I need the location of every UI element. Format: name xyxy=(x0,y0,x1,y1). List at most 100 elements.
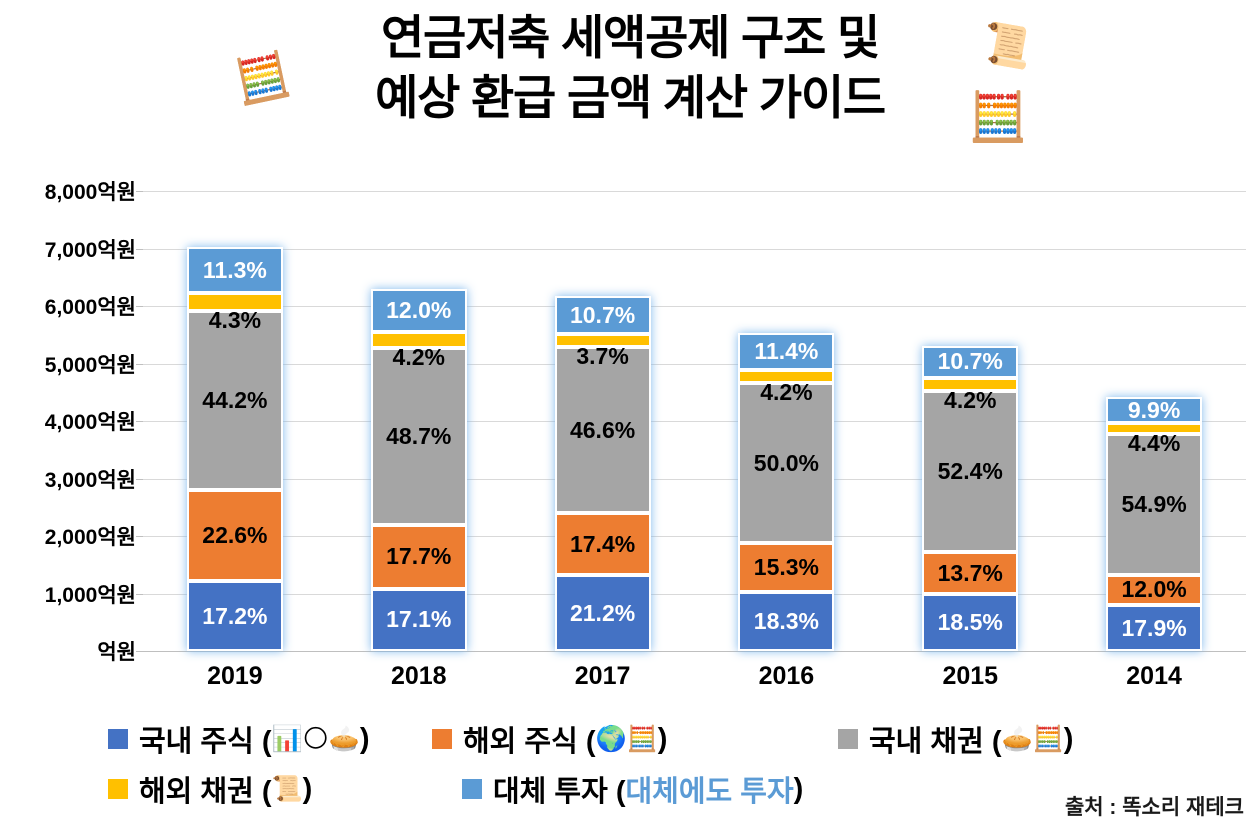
segment-value-label: 50.0% xyxy=(753,449,820,476)
segment-value-label: 9.9% xyxy=(1127,396,1181,423)
bar-segment-국내-채권[interactable]: 44.2% xyxy=(186,310,283,490)
bar-segment-대체-투자[interactable]: 10.7% xyxy=(554,295,651,335)
bar-stack: 17.1% 17.7% 48.7% 4.2% 12.0% xyxy=(370,288,467,651)
legend-emoji-icon: 📊🌕🥧 xyxy=(271,725,360,753)
legend-paren-close: ) xyxy=(657,722,668,755)
bar-segment-해외-주식[interactable]: 12.0% xyxy=(1106,574,1203,606)
gridline xyxy=(143,248,1246,250)
segment-value-label: 4.4% xyxy=(1127,430,1181,457)
segment-value-label: 11.3% xyxy=(202,256,267,283)
legend-label: 대체 투자 ( xyxy=(493,776,626,808)
legend-item-foreign-stock[interactable]: 해외 주식 (🌍🧮) xyxy=(432,718,667,760)
bar-segment-대체-투자[interactable]: 12.0% xyxy=(370,288,467,333)
bar-segment-대체-투자[interactable]: 9.9% xyxy=(1106,396,1203,423)
title-line-1: 연금저축 세액공제 구조 및 xyxy=(380,11,880,64)
bar-segment-해외-주식[interactable]: 15.3% xyxy=(738,543,835,593)
segment-value-label: 18.5% xyxy=(937,609,1003,636)
x-axis-label-2014: 2014 xyxy=(1126,662,1182,690)
bar-segment-국내-주식[interactable]: 18.5% xyxy=(922,594,1019,651)
bar-segment-해외-채권[interactable]: 4.4% xyxy=(1106,422,1203,456)
bar-segment-국내-주식[interactable]: 17.2% xyxy=(186,581,283,651)
source-attribution: 출처 : 똑소리 재테크 xyxy=(1064,796,1244,819)
bar-segment-대체-투자[interactable]: 11.3% xyxy=(186,247,283,294)
legend-swatch-icon xyxy=(432,729,452,749)
legend-item-foreign-bond[interactable]: 해외 채권 (📜) xyxy=(108,768,312,810)
gridline xyxy=(143,478,1246,480)
segment-value-label: 10.7% xyxy=(937,348,1003,375)
bar-segment-해외-채권[interactable]: 4.2% xyxy=(370,332,467,370)
segment-value-label: 17.7% xyxy=(386,543,452,570)
legend-paren-close: ) xyxy=(302,772,313,805)
bar-segment-해외-주식[interactable]: 17.7% xyxy=(370,524,467,589)
bar-group-2015[interactable]: 18.5% 13.7% 52.4% 4.2% 10.7% xyxy=(922,344,1019,651)
gridline xyxy=(143,191,1246,192)
bar-group-2017[interactable]: 21.2% 17.4% 46.6% 3.7% 10.7% xyxy=(554,295,651,651)
bar-segment-해외-채권[interactable]: 4.2% xyxy=(738,369,835,405)
bar-stack: 17.2% 22.6% 44.2% 4.3% 11.3% xyxy=(186,246,283,651)
y-axis-tick-label: 7,000억원 xyxy=(44,238,136,262)
abacus-icon: 🧮 xyxy=(968,91,1028,144)
segment-value-label: 46.6% xyxy=(569,416,636,443)
bar-segment-국내-주식[interactable]: 17.1% xyxy=(370,588,467,651)
bar-segment-국내-주식[interactable]: 17.9% xyxy=(1106,605,1203,651)
bar-segment-해외-주식[interactable]: 17.4% xyxy=(554,513,651,576)
x-axis-label-2019: 2019 xyxy=(207,662,263,690)
title-line-2: 예상 환급 금액 계산 가이드 xyxy=(375,71,886,125)
bar-segment-국내-주식[interactable]: 21.2% xyxy=(554,575,651,651)
bar-group-2014[interactable]: 17.9% 12.0% 54.9% 4.4% 9.9% xyxy=(1106,395,1203,651)
legend-row-bottom: 해외 채권 (📜) 대체 투자 (대체에도 투자) xyxy=(0,764,1260,814)
y-axis-tick-label: 1,000억원 xyxy=(44,583,136,607)
y-axis-tick xyxy=(136,593,143,595)
y-axis-tick xyxy=(136,651,143,652)
legend-item-domestic-bond[interactable]: 국내 채권 (🥧🧮) xyxy=(838,718,1073,760)
bar-stack: 21.2% 17.4% 46.6% 3.7% 10.7% xyxy=(554,295,651,651)
y-axis-tick xyxy=(136,248,143,250)
bar-group-2018[interactable]: 17.1% 17.7% 48.7% 4.2% 12.0% xyxy=(370,288,467,651)
bar-segment-대체-투자[interactable]: 10.7% xyxy=(922,345,1019,379)
x-axis-label-2018: 2018 xyxy=(390,662,447,690)
y-axis-tick-label: 5,000억원 xyxy=(44,353,136,377)
y-axis-tick xyxy=(136,478,143,480)
legend-item-alternative[interactable]: 대체 투자 (대체에도 투자) xyxy=(462,768,803,810)
legend-paren-close: ) xyxy=(359,722,370,755)
segment-value-label: 12.0% xyxy=(386,297,452,324)
legend-label: 국내 채권 ( xyxy=(869,726,1002,758)
page-title: 연금저축 세액공제 구조 및 예상 환급 금액 계산 가이드 xyxy=(0,8,1260,128)
bar-segment-국내-채권[interactable]: 54.9% xyxy=(1106,434,1203,575)
calculator-icon: 🧮 xyxy=(230,48,295,109)
legend-emoji-icon: 📜 xyxy=(271,774,303,803)
y-axis-tick xyxy=(136,363,143,365)
bar-segment-해외-채권[interactable]: 3.7% xyxy=(554,334,651,369)
segment-value-label: 4.2% xyxy=(392,343,445,370)
legend-swatch-icon xyxy=(462,779,482,799)
bar-segment-국내-채권[interactable]: 52.4% xyxy=(922,391,1019,553)
legend-item-domestic-stock[interactable]: 국내 주식 (📊🌕🥧) xyxy=(108,718,370,760)
bars-layer: 17.2% 22.6% 44.2% 4.3% 11.3% 17.1% 17.7% 48.7% 4… xyxy=(143,191,1246,651)
segment-value-label: 4.2% xyxy=(944,387,997,414)
legend-emoji-icon: 🥧🧮 xyxy=(1001,724,1064,753)
bar-segment-해외-채권[interactable]: 4.3% xyxy=(186,293,283,333)
gridline xyxy=(143,651,1246,652)
legend-note: 대체에도 투자 xyxy=(625,776,794,808)
bar-segment-해외-채권[interactable]: 4.2% xyxy=(922,378,1019,413)
bar-segment-국내-채권[interactable]: 48.7% xyxy=(370,347,467,525)
plot-grid xyxy=(143,191,1246,652)
bar-segment-대체-투자[interactable]: 11.4% xyxy=(738,333,835,370)
bar-segment-해외-주식[interactable]: 13.7% xyxy=(922,552,1019,595)
bar-segment-해외-주식[interactable]: 22.6% xyxy=(186,489,283,582)
segment-value-label: 17.2% xyxy=(202,602,268,629)
bar-segment-국내-주식[interactable]: 18.3% xyxy=(738,592,835,651)
gridline xyxy=(143,593,1246,595)
segment-value-label: 11.4% xyxy=(754,338,819,365)
legend-paren-close: ) xyxy=(1063,722,1074,755)
bar-group-2016[interactable]: 18.3% 15.3% 50.0% 4.2% 11.4% xyxy=(738,331,835,651)
gridline xyxy=(143,306,1246,307)
bar-segment-국내-채권[interactable]: 46.6% xyxy=(554,347,651,514)
segment-value-label: 4.3% xyxy=(208,306,262,333)
bar-stack: 18.3% 15.3% 50.0% 4.2% 11.4% xyxy=(738,331,835,651)
bar-group-2019[interactable]: 17.2% 22.6% 44.2% 4.3% 11.3% xyxy=(186,246,283,651)
segment-value-label: 44.2% xyxy=(202,386,268,413)
bar-segment-국내-채권[interactable]: 50.0% xyxy=(738,383,835,544)
legend-row-top: 국내 주식 (📊🌕🥧) 해외 주식 (🌍🧮) 국내 채권 (🥧🧮) xyxy=(0,714,1260,764)
